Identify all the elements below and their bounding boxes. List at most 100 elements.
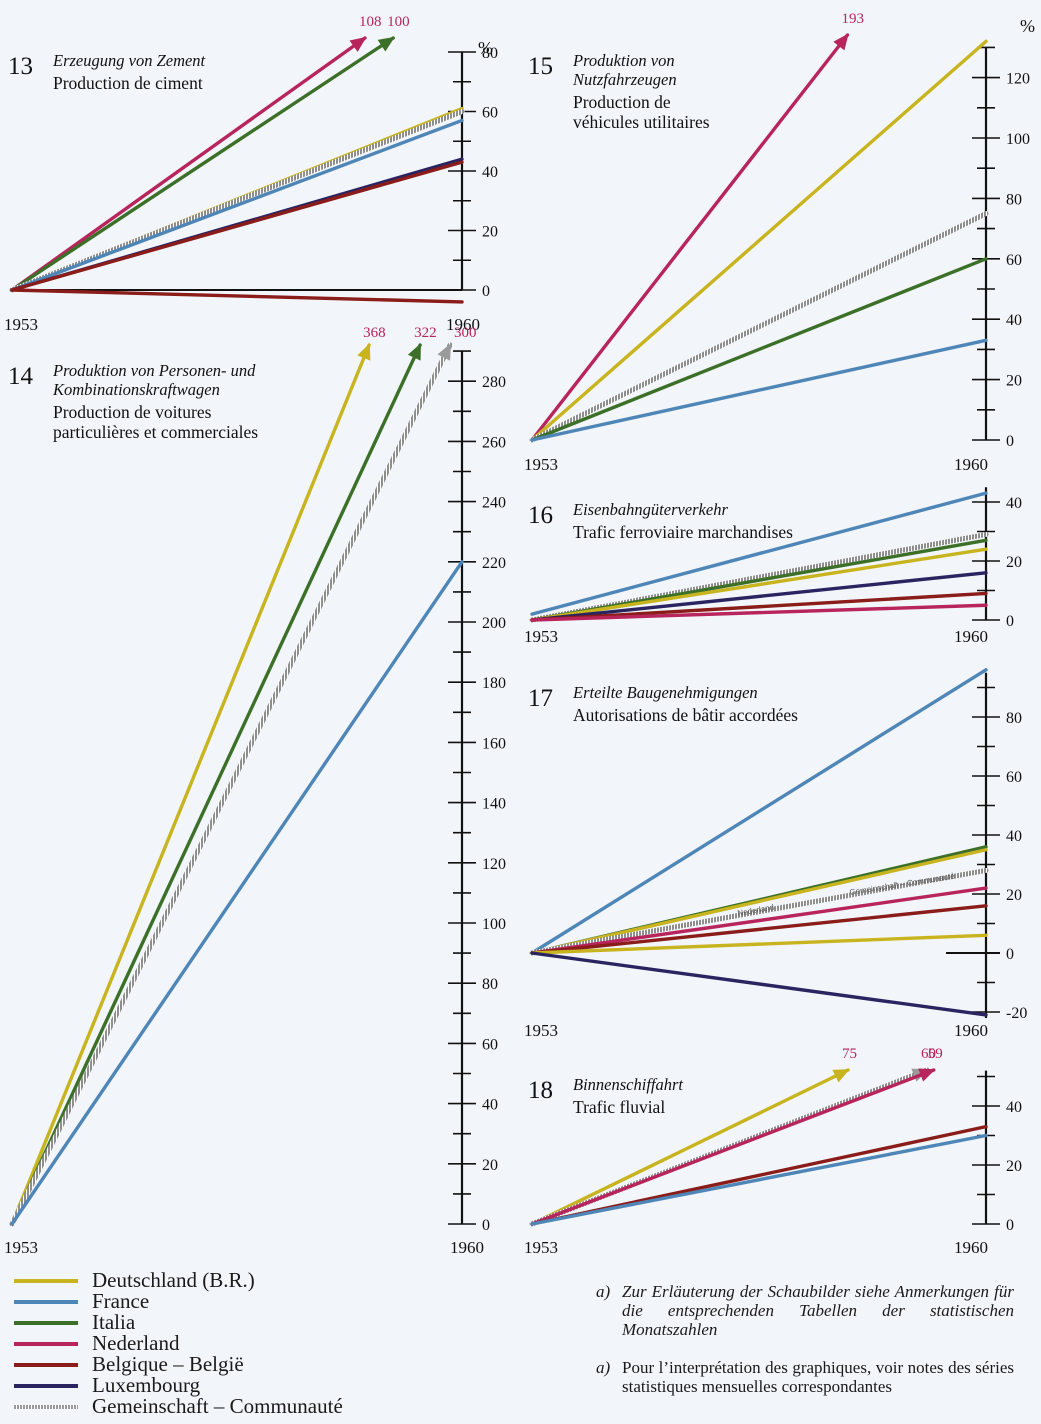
- y-tick-label-14: 160: [482, 735, 506, 752]
- y-tick-label-14: 120: [482, 856, 506, 873]
- x-label-start-13: 1953: [4, 315, 38, 334]
- y-tick-label-14: 80: [482, 976, 498, 993]
- series-line-17-gemeinschaft-3: [529, 867, 989, 956]
- legend-item-gemeinschaft: Gemeinschaft – Communauté: [14, 1396, 343, 1417]
- y-tick-label-18: 0: [1006, 1217, 1014, 1234]
- y-tick-label-13: 40: [482, 164, 498, 181]
- arrow-label-18-nederland: 59: [928, 1046, 943, 1062]
- y-tick-label-16: 0: [1006, 613, 1014, 630]
- y-tick-label-17: 80: [1006, 710, 1022, 727]
- chart-title-fr-18: Trafic fluvial: [573, 1097, 665, 1117]
- legend-label-nederland: Nederland: [92, 1331, 180, 1355]
- legend-item-deutschland: Deutschland (B.R.): [14, 1270, 343, 1291]
- legend-label-gemeinschaft: Gemeinschaft – Communauté: [92, 1394, 343, 1418]
- series-line-16-belgique-5: [530, 591, 988, 622]
- series-arrow-15-nederland: [833, 33, 849, 51]
- chart-title-de-15: Nutzfahrzeugen: [572, 70, 677, 89]
- arrow-label-18-gemeinschaft: 60: [921, 1046, 936, 1062]
- chart-title-de-18: Binnenschiffahrt: [573, 1075, 683, 1094]
- y-tick-label-17: -20: [1006, 1005, 1027, 1022]
- legend-item-france: France: [14, 1291, 343, 1312]
- series-line-13-nederland-0: [10, 36, 367, 292]
- chart-title-de-16: Eisenbahngüterverkehr: [572, 500, 728, 519]
- legend-item-luxembourg: Luxembourg: [14, 1375, 343, 1396]
- chart-title-de-13: Erzeugung von Zement: [52, 51, 206, 70]
- chart-title-fr-14: particulières et commerciales: [53, 422, 258, 442]
- arrow-label-15-nederland: 193: [841, 11, 864, 27]
- series-arrow-13-italia: [377, 36, 395, 52]
- chart-14: 0 20 40 60 80 100 120 140 160 180 200 220 240 260 280 3…: [4, 325, 506, 1257]
- y-tick-label-18: 20: [1006, 1158, 1022, 1175]
- series-line-17-france-0: [530, 668, 988, 955]
- y-tick-label-15: 40: [1006, 312, 1022, 329]
- series-line-15-nederland-0: [530, 33, 850, 442]
- unit-label-13: %: [478, 38, 493, 58]
- chart-title-17: 17 Erteilte Baugenehmigungen Autorisations…: [528, 683, 798, 725]
- chart-title-de-14: Produktion von Personen- und: [52, 361, 256, 380]
- legend-swatch-gemeinschaft: [14, 1404, 78, 1409]
- y-tick-label-18: 40: [1006, 1099, 1022, 1116]
- chart-title-fr-17: Autorisations de bâtir accordées: [573, 705, 798, 725]
- x-label-end-14: 1960: [450, 1238, 484, 1257]
- y-tick-label-14: 140: [482, 796, 506, 813]
- y-tick-label-15: 100: [1006, 131, 1030, 148]
- chart-number-17: 17: [528, 685, 553, 712]
- chart-title-fr-14: Production de voitures: [53, 402, 212, 422]
- chart-title-fr-15: Production de: [573, 92, 671, 112]
- legend-label-deutschland: Deutschland (B.R.): [92, 1268, 255, 1292]
- plot-layer: 0 20 40 60 80% 108 100 1953 1960 13 Erzeugung von …: [4, 11, 1035, 1257]
- series-line-16-luxembourg-4: [530, 571, 988, 622]
- series-line-15-deutschland-1: [530, 39, 988, 442]
- x-label-end-13: 1960: [446, 315, 480, 334]
- chart-title-fr-13: Production de ciment: [53, 73, 203, 93]
- y-tick-label-17: 0: [1006, 946, 1014, 963]
- y-tick-label-13: 80: [482, 45, 498, 62]
- x-label-end-18: 1960: [954, 1238, 988, 1257]
- series-line-14-france-3: [10, 560, 464, 1226]
- y-tick-label-14: 200: [482, 615, 506, 632]
- series-arrow-13-nederland: [349, 36, 367, 52]
- series-line-16-france-0: [530, 491, 988, 616]
- chart-number-15: 15: [528, 53, 553, 80]
- y-tick-label-14: 260: [482, 434, 506, 451]
- y-tick-label-16: 20: [1006, 554, 1022, 571]
- legend-swatch-belgique: [14, 1362, 78, 1367]
- y-tick-label-15: 60: [1006, 252, 1022, 269]
- series-arrow-14-gemeinschaft: [437, 343, 451, 361]
- series-line-16-nederland-6: [530, 603, 988, 622]
- x-label-start-17: 1953: [524, 1021, 558, 1040]
- arrow-label-14-deutschland: 368: [363, 325, 386, 341]
- y-tick-label-14: 240: [482, 495, 506, 512]
- legend-label-italia: Italia: [92, 1310, 136, 1334]
- chart-title-fr-16: Trafic ferroviaire marchandises: [573, 522, 793, 542]
- series-line-14-gemeinschaft-2: [9, 342, 453, 1227]
- series-line-18-france-4: [530, 1133, 988, 1226]
- legend-item-nederland: Nederland: [14, 1333, 343, 1354]
- series-arrow-18-deutschland: [832, 1069, 850, 1083]
- y-tick-label-14: 280: [482, 374, 506, 391]
- note-german: a) Zur Erläuterung der Schaubilder siehe …: [596, 1282, 1016, 1339]
- y-tick-label-13: 0: [482, 283, 490, 300]
- x-label-end-16: 1960: [954, 627, 988, 646]
- y-tick-label-15: 0: [1006, 433, 1014, 450]
- arrow-label-14-gemeinschaft: 300: [454, 325, 477, 341]
- series-arrow-18-nederland: [918, 1068, 936, 1082]
- x-label-start-18: 1953: [524, 1238, 558, 1257]
- x-label-end-15: 1960: [954, 455, 988, 474]
- arrow-label-13-italia: 100: [387, 14, 410, 30]
- chart-13: 0 20 40 60 80% 108 100 1953 1960 13 Erzeugung von …: [4, 14, 498, 334]
- chart-title-14: 14 Produktion von Personen- undKombinatio…: [8, 361, 258, 442]
- series-line-17-deutschland-2: [530, 848, 988, 955]
- y-tick-label-13: 60: [482, 105, 498, 122]
- y-tick-label-17: 40: [1006, 828, 1022, 845]
- y-tick-label-14: 100: [482, 916, 506, 933]
- y-tick-label-15: 20: [1006, 373, 1022, 390]
- series-line-13-belgique-6: [10, 160, 464, 292]
- series-line-13-italia-1: [10, 36, 395, 292]
- legend-swatch-deutschland: [14, 1278, 78, 1283]
- y-tick-label-17: 60: [1006, 769, 1022, 786]
- series-line-17-belgique-5: [530, 904, 988, 955]
- y-tick-label-16: 40: [1006, 495, 1022, 512]
